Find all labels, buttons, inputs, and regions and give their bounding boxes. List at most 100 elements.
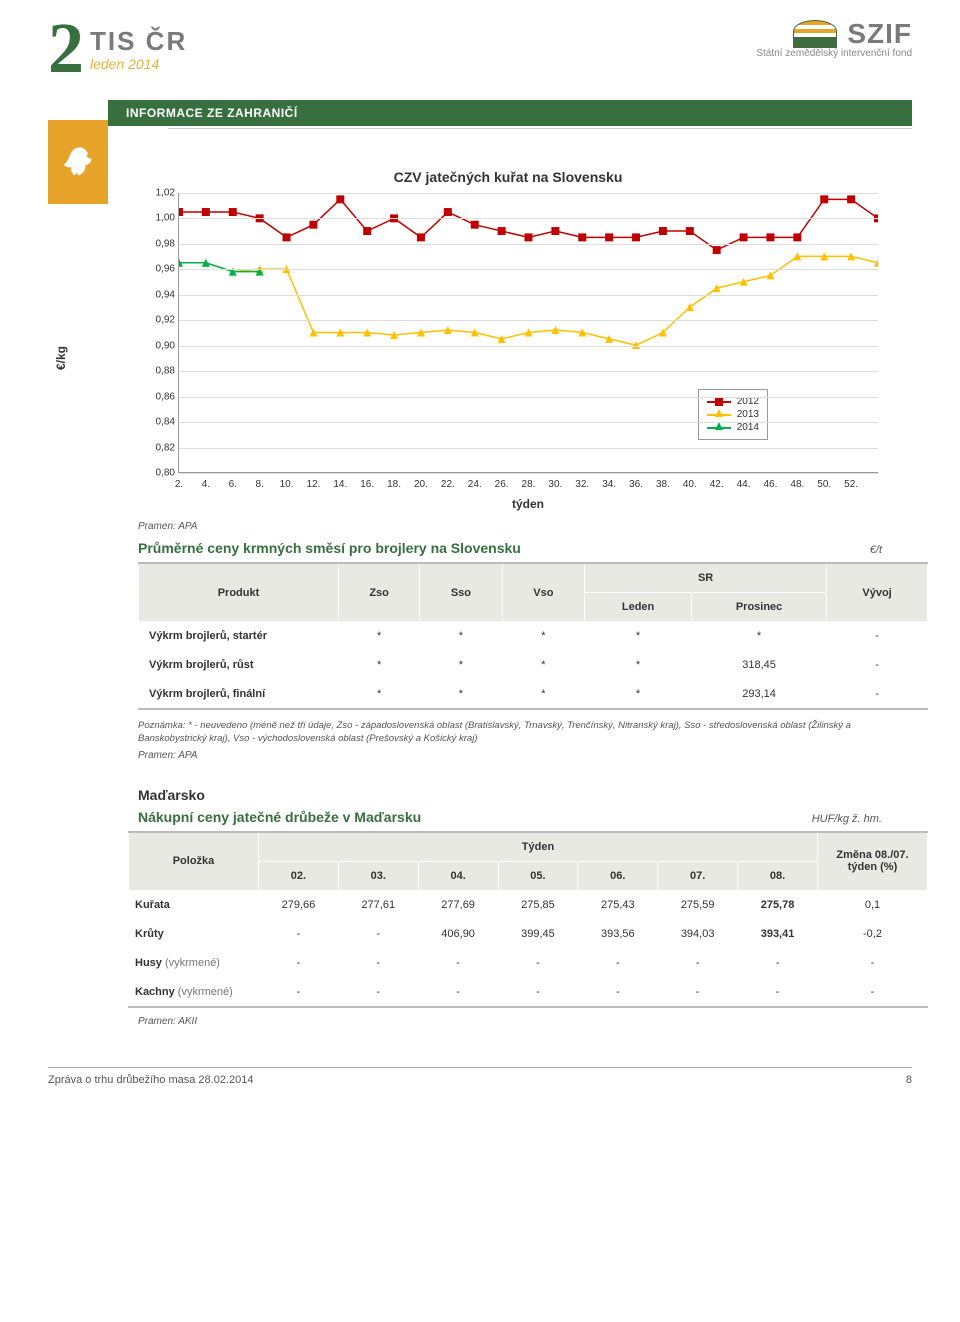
cell: -: [418, 977, 498, 1007]
publication-title: TIS ČR: [90, 28, 187, 54]
x-tick: 6.: [229, 479, 237, 490]
cell: 393,41: [738, 919, 818, 948]
cell: -: [338, 977, 418, 1007]
cell: -: [738, 948, 818, 977]
col-product: Produkt: [139, 563, 339, 622]
cell: *: [420, 622, 502, 651]
x-tick: 38.: [656, 479, 670, 490]
table2-unit: HUF/kg ž. hm.: [812, 813, 882, 825]
cell: *: [339, 680, 420, 710]
table-row: Husy (vykrmené)--------: [129, 948, 928, 977]
x-tick: 20.: [414, 479, 428, 490]
y-tick: 0,88: [135, 366, 175, 377]
cell: *: [502, 622, 584, 651]
x-tick: 32.: [575, 479, 589, 490]
page-footer: Zpráva o trhu drůbežího masa 28.02.2014 …: [48, 1067, 912, 1086]
cell: 399,45: [498, 919, 578, 948]
table-row: Výkrm brojlerů, finální****293,14-: [139, 680, 928, 710]
x-tick: 26.: [495, 479, 509, 490]
x-tick: 40.: [683, 479, 697, 490]
row-label: Výkrm brojlerů, růst: [139, 651, 339, 680]
cell: -: [578, 977, 658, 1007]
col-leden: Leden: [585, 593, 692, 622]
col-week: 02.: [259, 861, 339, 890]
cell: 406,90: [418, 919, 498, 948]
col-week: 06.: [578, 861, 658, 890]
col-vso: Vso: [502, 563, 584, 622]
col-week-group: Týden: [259, 832, 818, 862]
table1-note: Poznámka: * - neuvedeno (méně než tři úd…: [138, 720, 882, 746]
col-week: 05.: [498, 861, 578, 890]
divider: [168, 128, 912, 129]
x-tick: 2.: [175, 479, 183, 490]
table1-title-row: Průměrné ceny krmných směsí pro brojlery…: [138, 540, 912, 556]
x-tick: 46.: [764, 479, 778, 490]
y-tick: 0,92: [135, 315, 175, 326]
cell: *: [420, 680, 502, 710]
cell: -0,2: [818, 919, 928, 948]
logo-right: SZIF Státní zemědělský intervenční fond: [756, 20, 912, 59]
chart-y-axis-label: €/kg: [54, 346, 68, 370]
cell: -: [338, 919, 418, 948]
cell: -: [498, 948, 578, 977]
table-row: Kachny (vykrmené)--------: [129, 977, 928, 1007]
col-week: 04.: [418, 861, 498, 890]
x-tick: 44.: [737, 479, 751, 490]
x-tick: 48.: [790, 479, 804, 490]
x-tick: 12.: [306, 479, 320, 490]
cell: -: [338, 948, 418, 977]
legend-item: 2014: [707, 422, 759, 433]
y-tick: 0,84: [135, 417, 175, 428]
col-week: 03.: [338, 861, 418, 890]
table1-unit: €/t: [870, 544, 882, 556]
cell: -: [818, 977, 928, 1007]
col-item: Položka: [129, 832, 259, 891]
chart-title: CZV jatečných kuřat na Slovensku: [138, 169, 878, 185]
row-label: Kuřata: [129, 890, 259, 919]
cell: -: [738, 977, 818, 1007]
cell: -: [818, 948, 928, 977]
szif-subtitle: Státní zemědělský intervenční fond: [756, 48, 912, 59]
cell: 275,85: [498, 890, 578, 919]
x-tick: 4.: [202, 479, 210, 490]
x-tick: 52.: [844, 479, 858, 490]
cell: *: [339, 651, 420, 680]
cell: *: [502, 680, 584, 710]
szif-icon: [793, 20, 837, 48]
cell: -: [259, 919, 339, 948]
cell: *: [420, 651, 502, 680]
cell: *: [585, 651, 692, 680]
col-prosinec: Prosinec: [692, 593, 827, 622]
x-tick: 24.: [468, 479, 482, 490]
page-header: 2 TIS ČR leden 2014 SZIF Státní zeměděls…: [48, 0, 912, 100]
cell: -: [498, 977, 578, 1007]
table1-title: Průměrné ceny krmných směsí pro brojlery…: [138, 540, 521, 556]
line-chart: CZV jatečných kuřat na Slovensku 2012201…: [138, 169, 878, 511]
szif-title: SZIF: [847, 20, 912, 48]
x-tick: 50.: [817, 479, 831, 490]
y-tick: 0,98: [135, 238, 175, 249]
table-row: Výkrm brojlerů, startér*****-: [139, 622, 928, 651]
x-tick: 36.: [629, 479, 643, 490]
cell: 318,45: [692, 651, 827, 680]
x-tick: 28.: [522, 479, 536, 490]
cell: 0,1: [818, 890, 928, 919]
country-heading: Maďarsko: [138, 787, 912, 803]
cell: 275,43: [578, 890, 658, 919]
table2-title-row: Nákupní ceny jatečné drůbeže v Maďarsku …: [138, 809, 912, 825]
cell: *: [585, 680, 692, 710]
cell: 279,66: [259, 890, 339, 919]
col-sr: SR: [585, 563, 827, 593]
x-tick: 16.: [360, 479, 374, 490]
x-tick: 8.: [255, 479, 263, 490]
poultry-prices-table: Položka Týden Změna 08./07. týden (%) 02…: [128, 831, 928, 1008]
x-tick: 30.: [548, 479, 562, 490]
cell: 394,03: [658, 919, 738, 948]
cell: 275,59: [658, 890, 738, 919]
col-week: 07.: [658, 861, 738, 890]
cell: *: [692, 622, 827, 651]
col-vyvoj: Vývoj: [827, 563, 928, 622]
table-row: Krůty--406,90399,45393,56394,03393,41-0,…: [129, 919, 928, 948]
cell: 277,61: [338, 890, 418, 919]
cell: 277,69: [418, 890, 498, 919]
